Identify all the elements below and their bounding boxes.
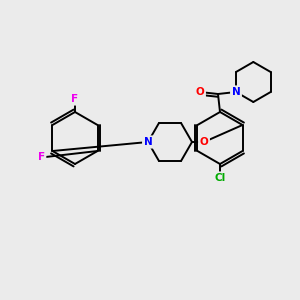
Text: F: F — [38, 152, 45, 163]
Text: O: O — [200, 137, 208, 147]
Text: F: F — [71, 94, 79, 104]
Text: Cl: Cl — [214, 173, 226, 183]
Text: O: O — [196, 87, 204, 97]
Text: N: N — [144, 137, 152, 147]
Text: N: N — [232, 87, 240, 97]
